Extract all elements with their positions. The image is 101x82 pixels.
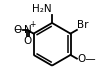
Text: Br: Br (77, 20, 89, 30)
Text: O—: O— (77, 54, 96, 64)
Text: H₂N: H₂N (32, 4, 51, 14)
Text: +: + (29, 20, 36, 29)
Text: O: O (24, 36, 32, 46)
Text: O: O (13, 25, 21, 35)
Text: −: − (14, 25, 22, 35)
Text: N: N (24, 25, 32, 35)
